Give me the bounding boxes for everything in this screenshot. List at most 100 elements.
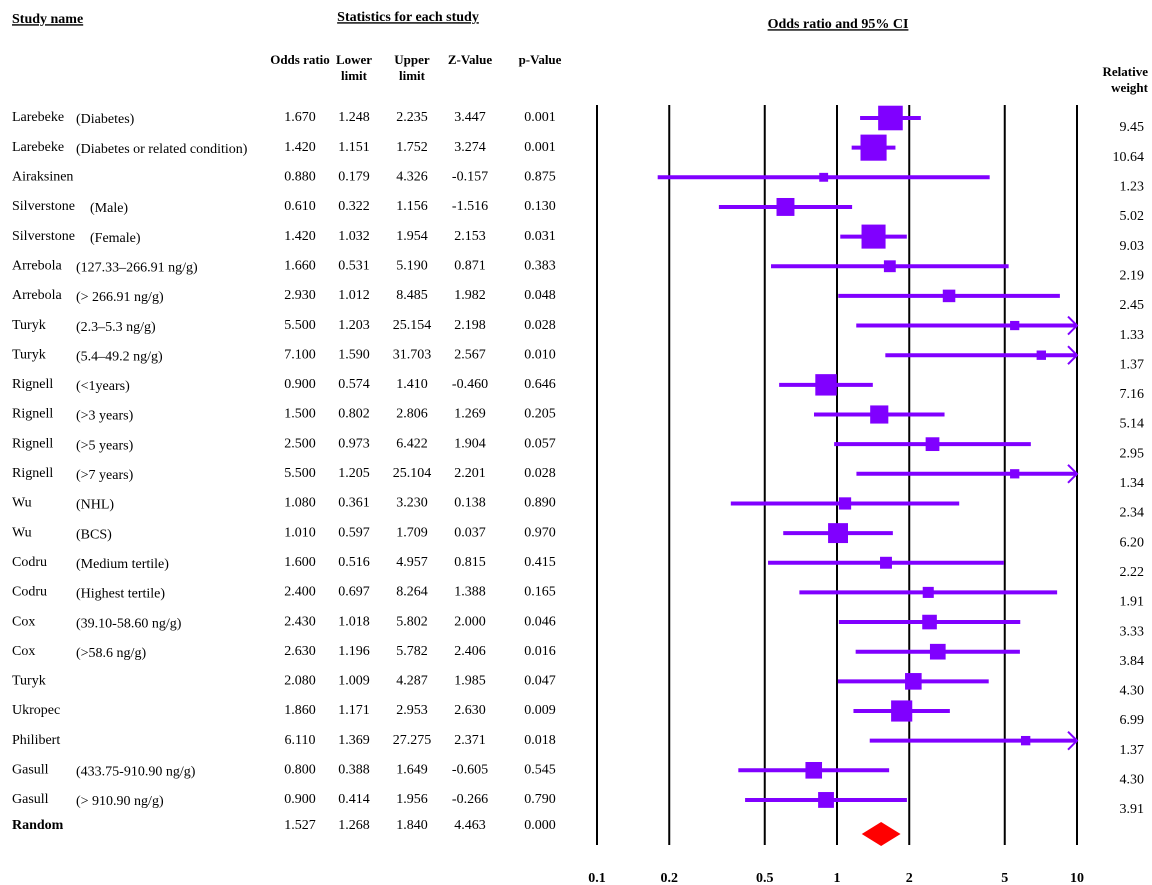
study-box (818, 792, 834, 808)
stat-cell: 1.660 (284, 258, 316, 273)
weight-label: 3.91 (1120, 802, 1145, 817)
stat-cell: 0.545 (524, 763, 556, 778)
stat-cell: 2.235 (396, 110, 428, 125)
stat-cell: 0.048 (524, 288, 556, 303)
weight-label: 2.19 (1120, 268, 1145, 283)
column-header: Z-Value (447, 52, 493, 67)
weight-label: 10.64 (1113, 150, 1145, 165)
stat-cell: 2.400 (284, 585, 316, 600)
stat-cell: 0.018 (524, 733, 556, 748)
subgroup: (Highest tertile) (76, 587, 165, 602)
weight-label: 2.95 (1120, 446, 1145, 461)
stat-cell: 0.037 (454, 525, 486, 540)
study-name: Silverstone (12, 229, 75, 244)
stat-cell: 1.527 (284, 818, 316, 833)
stat-cell: 0.028 (524, 466, 556, 481)
study-box (922, 614, 937, 630)
study-box (929, 643, 946, 660)
weight-label: 2.45 (1120, 298, 1145, 313)
stat-cell: 1.248 (338, 110, 370, 125)
stat-cell: 4.287 (396, 674, 428, 689)
stat-cell: 1.196 (338, 644, 370, 659)
stat-cell: 1.080 (284, 496, 316, 511)
subgroup: (Diabetes) (76, 112, 135, 127)
stat-cell: 6.422 (396, 436, 428, 451)
stat-cell: 0.900 (284, 377, 316, 392)
stat-cell: 3.230 (396, 496, 428, 511)
stat-cell: 0.415 (524, 555, 556, 570)
stat-cell: 0.047 (524, 674, 556, 689)
subgroup: (5.4–49.2 ng/g) (76, 349, 163, 364)
weight-label: 1.33 (1120, 328, 1145, 343)
stat-cell: 25.154 (393, 318, 432, 333)
stat-cell: -1.516 (452, 199, 488, 214)
study-name: Turyk (12, 347, 46, 362)
study-name: Rignell (12, 407, 53, 422)
weight-label: 1.37 (1120, 357, 1145, 372)
weight-label: 6.20 (1120, 535, 1145, 550)
stat-cell: 31.703 (393, 347, 432, 362)
stat-cell: 5.782 (396, 644, 428, 659)
study-header: Study name (12, 12, 83, 27)
weight-label: 9.45 (1120, 120, 1145, 135)
stat-cell: 4.463 (454, 818, 486, 833)
weight-label: 2.34 (1120, 506, 1145, 521)
stat-cell: 0.516 (338, 555, 370, 570)
stat-cell: 2.806 (396, 407, 428, 422)
column-header: Odds ratio (270, 52, 330, 67)
study-box (922, 586, 934, 598)
stat-cell: 2.201 (454, 466, 486, 481)
study-name: Philibert (12, 733, 60, 748)
stat-cell: 1.600 (284, 555, 316, 570)
study-name: Cox (12, 614, 35, 629)
study-box (905, 673, 922, 690)
stat-cell: -0.460 (452, 377, 488, 392)
stat-cell: 6.110 (285, 733, 316, 748)
stat-cell: 0.973 (338, 436, 370, 451)
stat-cell: 0.970 (524, 525, 556, 540)
subgroup: (2.3–5.3 ng/g) (76, 320, 156, 335)
stat-cell: 2.930 (284, 288, 316, 303)
stat-cell: 1.954 (396, 229, 428, 244)
stat-cell: 0.388 (338, 763, 370, 778)
column-header: p-Value (518, 52, 562, 67)
stat-cell: 1.840 (396, 818, 428, 833)
subgroup: (Male) (90, 201, 128, 216)
stat-cell: 0.800 (284, 763, 316, 778)
stat-cell: 0.016 (524, 644, 556, 659)
study-box (776, 197, 795, 216)
stat-cell: 5.190 (396, 258, 428, 273)
study-box (942, 289, 956, 303)
stat-cell: 0.138 (454, 496, 486, 511)
x-tick-label: 0.2 (660, 871, 678, 885)
stat-cell: 0.383 (524, 258, 556, 273)
weight-label: 1.23 (1120, 180, 1145, 195)
stat-cell: 0.179 (338, 170, 370, 185)
stats-header: Statistics for each study (337, 10, 479, 25)
stat-cell: 1.420 (284, 140, 316, 155)
stat-cell: 0.414 (338, 792, 370, 807)
stat-cell: 0.046 (524, 614, 556, 629)
x-tick-label: 10 (1070, 871, 1084, 885)
subgroup: (BCS) (76, 527, 112, 542)
subgroup: (Female) (90, 231, 141, 246)
stat-cell: 1.156 (396, 199, 428, 214)
stat-cell: 0.322 (338, 199, 370, 214)
study-box (870, 405, 889, 424)
stat-cell: 0.900 (284, 792, 316, 807)
ci-arrow (1067, 464, 1079, 484)
stat-cell: 1.205 (338, 466, 370, 481)
stat-cell: 0.165 (524, 585, 556, 600)
subgroup: (>5 years) (76, 438, 134, 453)
stat-cell: 1.269 (454, 407, 486, 422)
study-box (880, 556, 892, 569)
study-name: Airaksinen (12, 170, 73, 185)
stat-cell: 0.646 (524, 377, 556, 392)
stat-cell: 2.630 (454, 703, 486, 718)
stat-cell: 5.500 (284, 466, 316, 481)
stat-cell: 0.205 (524, 407, 556, 422)
x-tick-label: 5 (1001, 871, 1008, 885)
stat-cell: 0.815 (454, 555, 486, 570)
stat-cell: 8.485 (396, 288, 428, 303)
study-name: Codru (12, 555, 47, 570)
